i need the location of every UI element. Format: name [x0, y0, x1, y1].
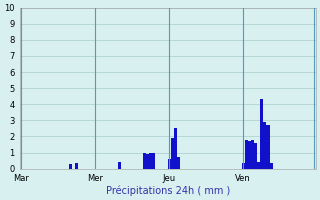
Bar: [257, 162, 260, 169]
Bar: [254, 143, 257, 169]
Bar: [152, 153, 155, 169]
Bar: [143, 153, 146, 169]
Bar: [75, 163, 78, 169]
Bar: [174, 128, 177, 169]
Bar: [168, 159, 171, 169]
X-axis label: Précipitations 24h ( mm ): Précipitations 24h ( mm ): [106, 185, 230, 196]
Bar: [267, 125, 269, 169]
Bar: [177, 157, 180, 169]
Bar: [269, 163, 273, 169]
Bar: [171, 138, 174, 169]
Bar: [251, 140, 254, 169]
Bar: [248, 141, 251, 169]
Bar: [146, 154, 149, 169]
Bar: [118, 162, 121, 169]
Bar: [69, 164, 72, 169]
Bar: [149, 153, 152, 169]
Bar: [260, 99, 263, 169]
Bar: [263, 122, 267, 169]
Bar: [245, 140, 248, 169]
Bar: [242, 163, 245, 169]
